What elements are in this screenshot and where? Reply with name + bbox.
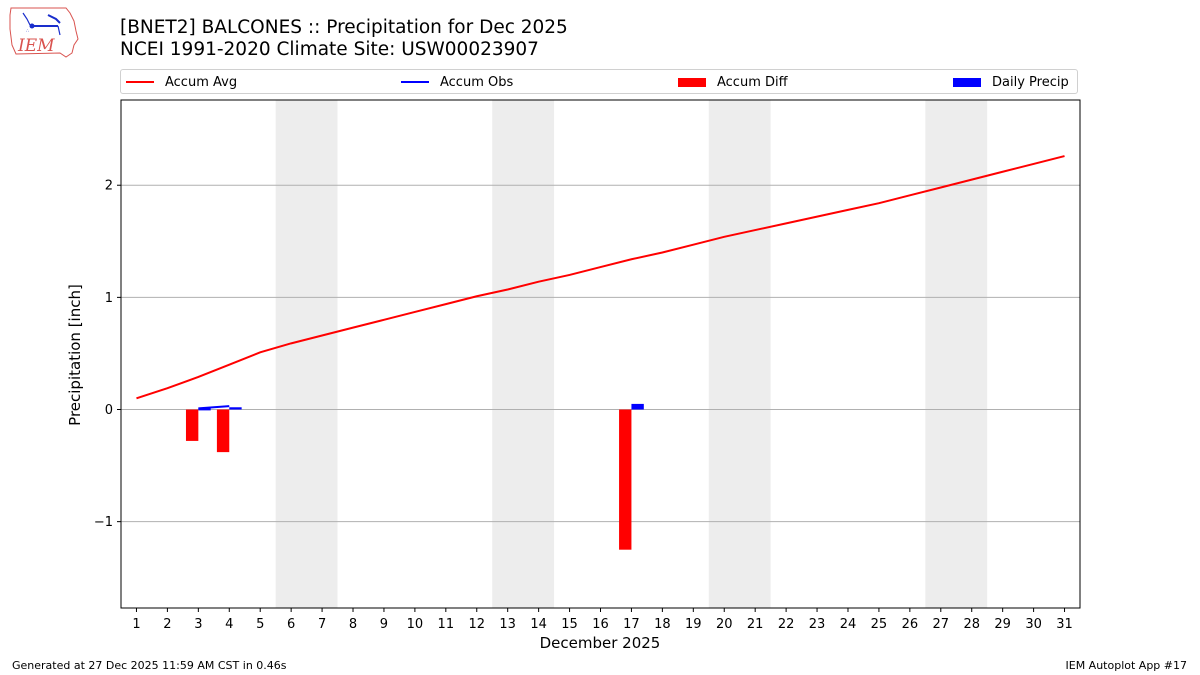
plot-frame [120, 99, 1081, 609]
x-tick-label: 25 [871, 617, 888, 632]
legend-item-accum-diff: Accum Diff [678, 74, 788, 90]
x-tick-label: 17 [623, 617, 640, 632]
x-tick-label: 20 [716, 617, 733, 632]
legend-label: Accum Obs [440, 74, 514, 90]
red-line-swatch-icon [126, 81, 154, 83]
red-box-swatch-icon [678, 77, 706, 87]
x-tick-label: 3 [194, 617, 202, 632]
x-tick-label: 28 [963, 617, 980, 632]
accum-diff-bar [185, 409, 199, 441]
x-tick-label: 30 [1025, 617, 1042, 632]
x-tick-label: 18 [654, 617, 671, 632]
x-tick-label: 7 [318, 617, 326, 632]
daily-precip-bar [631, 403, 644, 410]
x-tick-label: 23 [809, 617, 826, 632]
x-tick-label: 12 [468, 617, 485, 632]
x-tick-label: 22 [778, 617, 795, 632]
x-tick-label: 13 [499, 617, 516, 632]
generated-timestamp: Generated at 27 Dec 2025 11:59 AM CST in… [12, 659, 287, 672]
x-tick-label: 24 [840, 617, 857, 632]
x-tick-label: 16 [592, 617, 609, 632]
x-tick-label: 26 [902, 617, 919, 632]
iem-logo: ∴ IEM [9, 7, 79, 58]
accum-diff-bar [216, 409, 230, 453]
x-tick-label: 11 [438, 617, 455, 632]
app-label: IEM Autoplot App #17 [1065, 659, 1188, 672]
x-tick-label: 15 [561, 617, 578, 632]
x-tick-label: 29 [994, 617, 1011, 632]
legend-label: Daily Precip [992, 74, 1069, 90]
x-axis-label: December 2025 [539, 634, 661, 652]
legend-label: Accum Avg [165, 74, 238, 90]
x-tick-label: 2 [163, 617, 171, 632]
y-axis-label: Precipitation [inch] [66, 284, 84, 426]
legend-item-daily-precip: Daily Precip [953, 74, 1069, 90]
x-tick-label: 27 [933, 617, 950, 632]
accum-diff-bar [619, 409, 632, 550]
x-tick-label: 5 [256, 617, 264, 632]
x-tick-label: 14 [530, 617, 547, 632]
weekend-shading [708, 100, 771, 608]
legend-label: Accum Diff [717, 74, 788, 90]
title-line-1: [BNET2] BALCONES :: Precipitation for De… [120, 17, 568, 38]
x-tick-label: 9 [380, 617, 388, 632]
blue-box-swatch-icon [953, 77, 981, 87]
svg-text:IEM: IEM [17, 36, 55, 56]
daily-precip-bar [229, 407, 242, 410]
y-tick-label: 1 [105, 291, 113, 306]
svg-text:∴: ∴ [26, 28, 29, 34]
legend-item-accum-avg: Accum Avg [126, 74, 237, 90]
x-tick-label: 4 [225, 617, 233, 632]
accum-obs-line [198, 405, 230, 410]
x-tick-label: 21 [747, 617, 764, 632]
chart-title: [BNET2] BALCONES :: Precipitation for De… [120, 17, 568, 61]
x-tick-label: 1 [132, 617, 140, 632]
weekend-shading [492, 100, 555, 608]
y-tick-label: 2 [105, 179, 113, 194]
x-tick-label: 10 [407, 617, 424, 632]
legend-item-accum-obs: Accum Obs [401, 74, 513, 90]
blue-line-swatch-icon [401, 81, 429, 83]
chart-legend: Accum Avg Accum Obs Accum Diff Daily Pre… [120, 69, 1078, 94]
y-tick-label: 0 [105, 403, 113, 418]
x-tick-label: 8 [349, 617, 357, 632]
weekend-shading [925, 100, 988, 608]
weekend-shading [275, 100, 338, 608]
accum-avg-line [136, 155, 1065, 400]
x-tick-label: 6 [287, 617, 295, 632]
x-tick-label: 31 [1056, 617, 1073, 632]
x-tick-label: 19 [685, 617, 702, 632]
title-line-2: NCEI 1991-2020 Climate Site: USW00023907 [120, 39, 539, 60]
y-tick-label: −1 [94, 515, 113, 530]
daily-precip-bar [198, 408, 211, 411]
